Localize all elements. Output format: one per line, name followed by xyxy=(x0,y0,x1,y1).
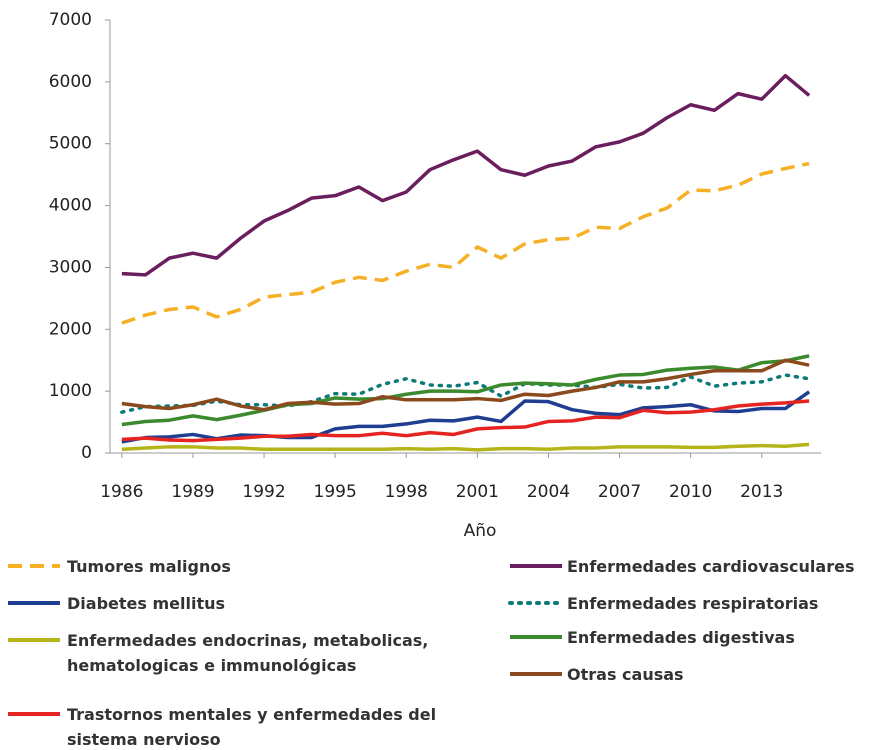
x-tick-label: 1986 xyxy=(100,482,143,502)
series-line xyxy=(121,73,811,277)
x-tick-label: 2013 xyxy=(740,482,783,502)
y-tick-label: 0 xyxy=(81,443,92,463)
x-tick-label: 1989 xyxy=(171,482,214,502)
series-line xyxy=(121,390,811,444)
legend-label: Enfermedades digestivas xyxy=(567,628,795,647)
y-tick-label: 3000 xyxy=(49,257,92,277)
y-tick-label: 1000 xyxy=(49,381,92,401)
series-line xyxy=(121,399,810,443)
legend-label: Enfermedades endocrinas, metabolicas, he… xyxy=(67,631,429,675)
series-line xyxy=(121,358,810,412)
legend-label: Enfermedades respiratorias xyxy=(567,594,819,613)
legend-label: Diabetes mellitus xyxy=(67,594,225,613)
x-tick-label: 2001 xyxy=(456,482,499,502)
series-line xyxy=(121,354,810,427)
x-tick-label: 2007 xyxy=(598,482,641,502)
series-line xyxy=(120,373,811,414)
x-tick-label: 2004 xyxy=(527,482,570,502)
legend-label: Otras causas xyxy=(567,665,684,684)
y-tick-label: 5000 xyxy=(49,134,92,154)
x-tick-label: 2010 xyxy=(669,482,712,502)
y-tick-label: 7000 xyxy=(49,10,92,30)
x-tick-label: 1992 xyxy=(242,482,285,502)
legend-label: Tumores malignos xyxy=(67,557,231,576)
legend-label: Enfermedades cardiovasculares xyxy=(567,557,855,576)
series-line xyxy=(121,442,810,452)
y-tick-label: 6000 xyxy=(49,72,92,92)
x-axis-label: Año xyxy=(464,521,497,541)
y-tick-label: 2000 xyxy=(49,319,92,339)
x-tick-label: 1998 xyxy=(385,482,428,502)
x-tick-label: 1995 xyxy=(314,482,357,502)
y-tick-label: 4000 xyxy=(49,196,92,216)
series-line xyxy=(121,161,810,325)
legend-label: Trastornos mentales y enfermedades del s… xyxy=(67,705,437,749)
